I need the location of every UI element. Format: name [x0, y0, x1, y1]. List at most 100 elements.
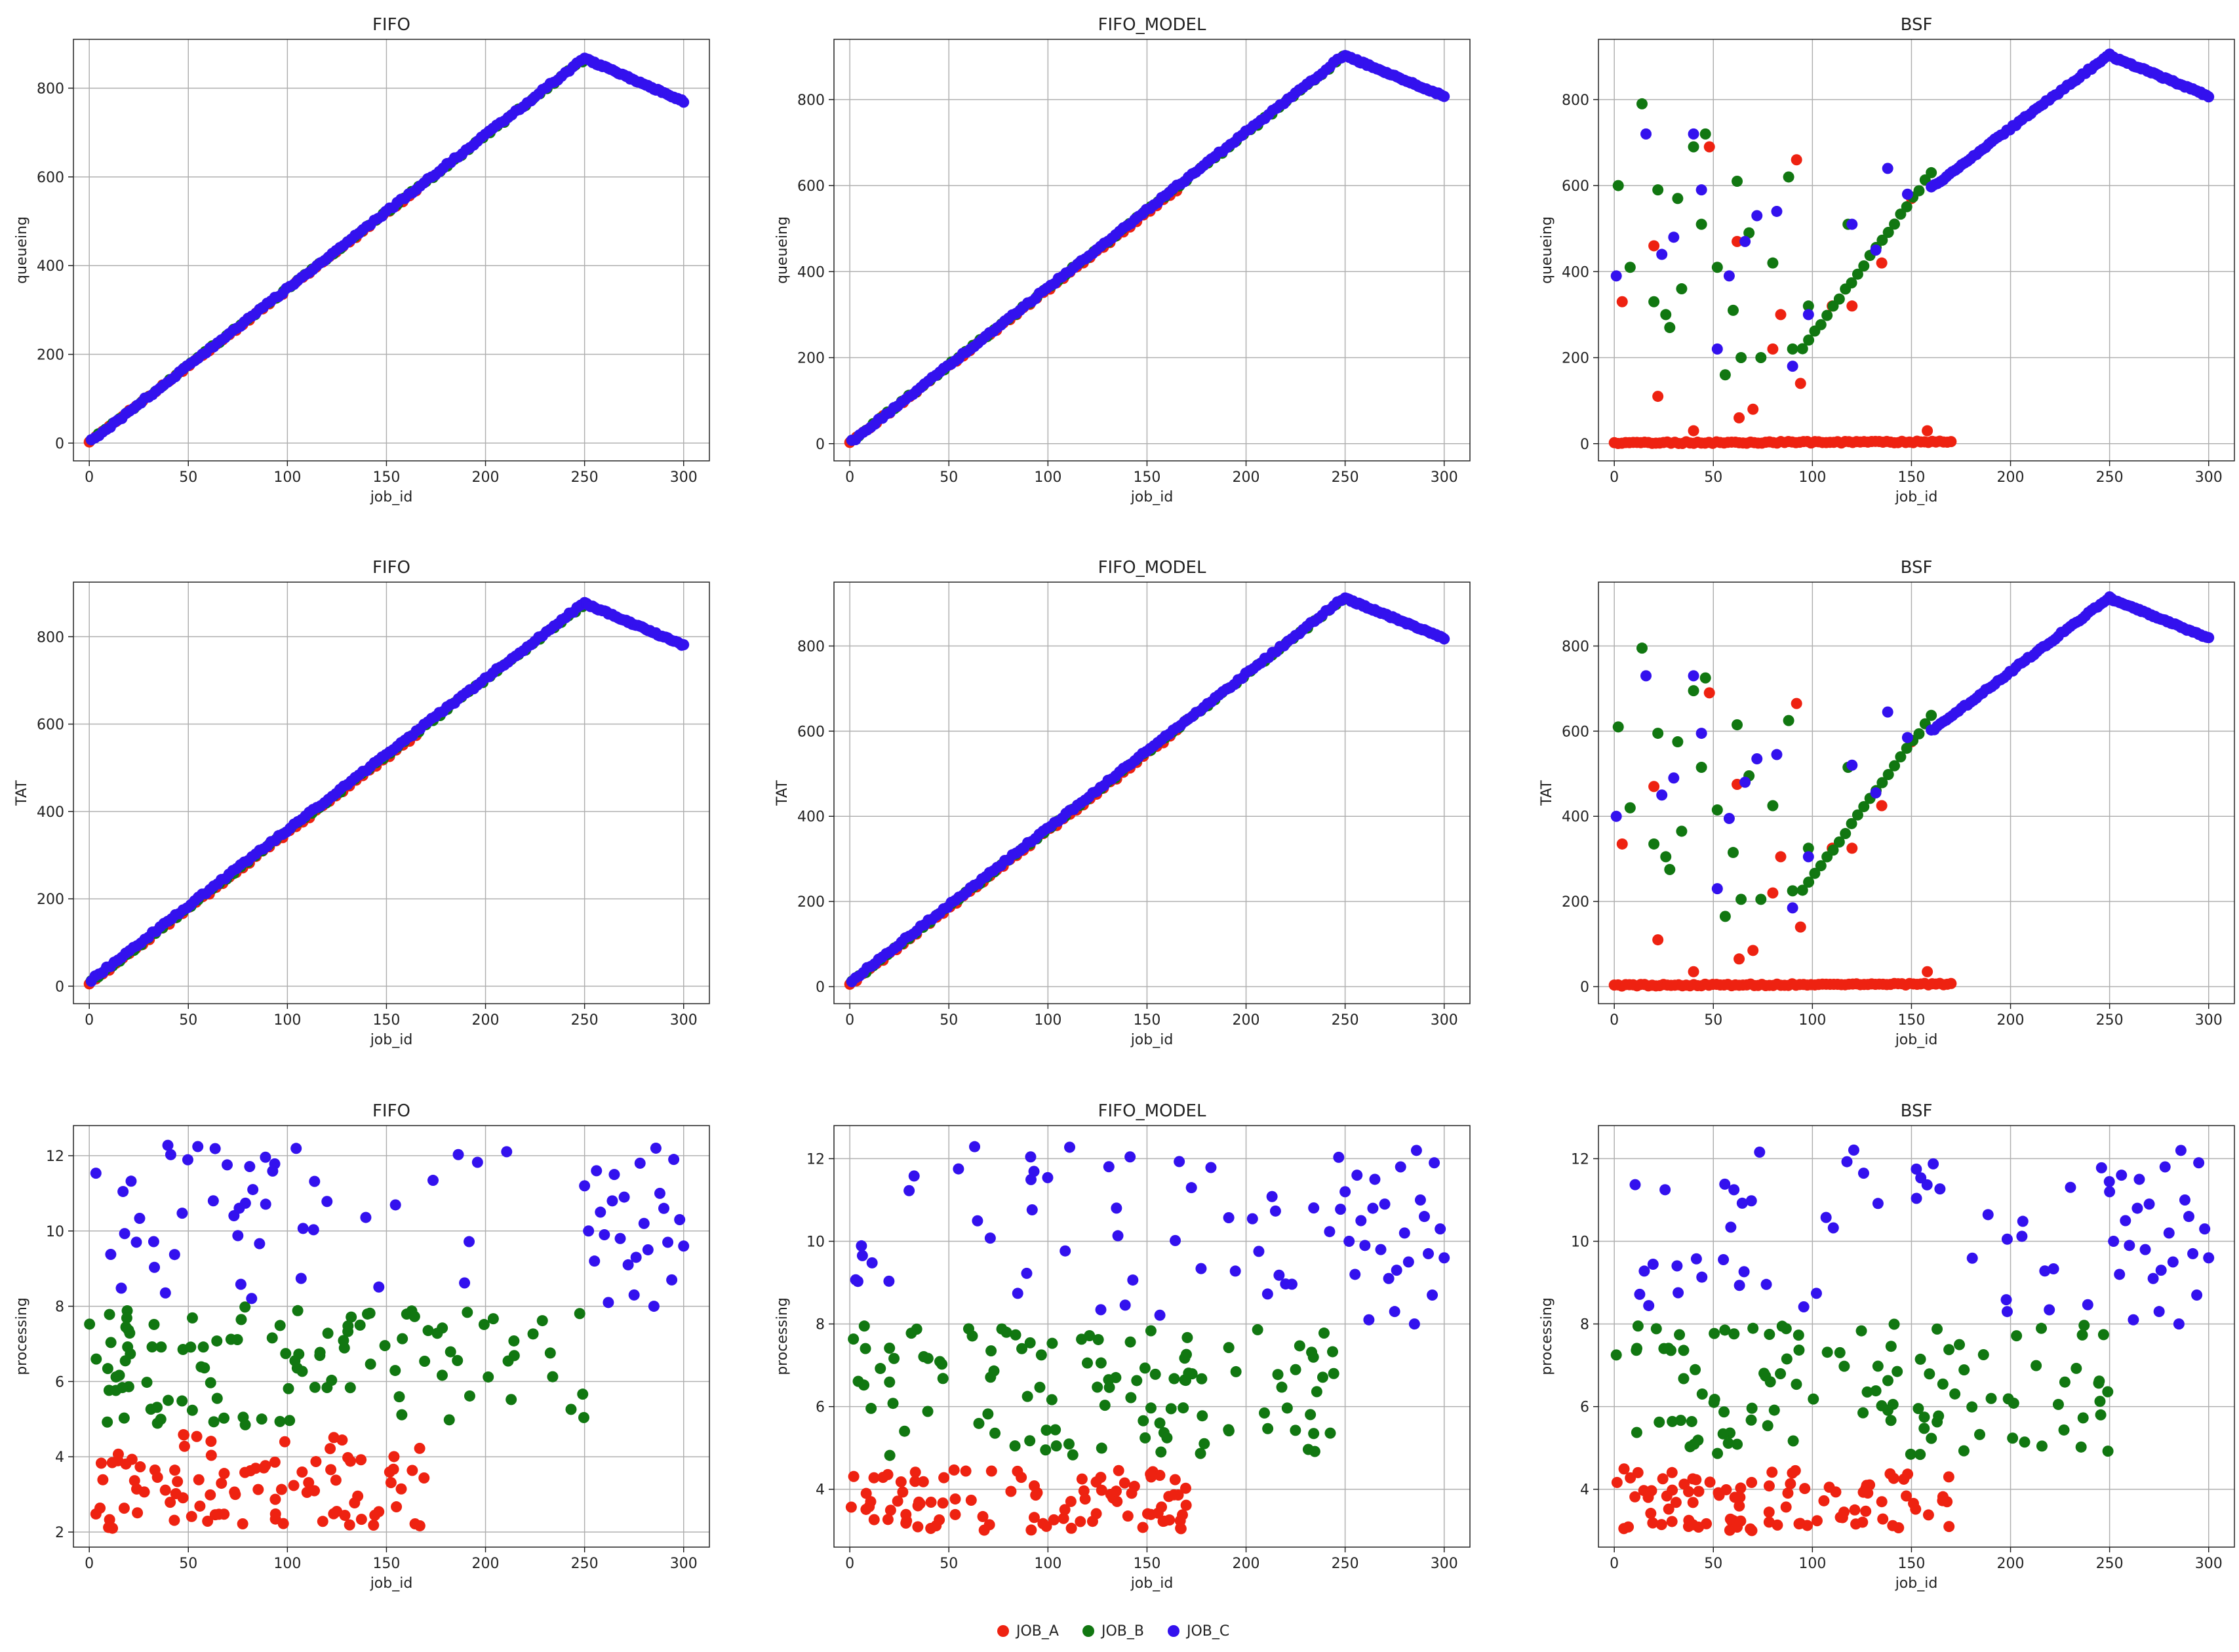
- point-job-b: [185, 1341, 197, 1353]
- point-job-a: [1175, 1523, 1187, 1535]
- point-job-c: [1170, 1234, 1181, 1246]
- point-job-b: [1165, 1403, 1177, 1415]
- point-job-a: [260, 1460, 271, 1472]
- x-tick-label: 200: [1997, 1556, 2025, 1572]
- point-job-a: [1096, 1484, 1107, 1496]
- point-job-b: [1711, 262, 1723, 273]
- x-axis-label: job_id: [370, 1032, 413, 1048]
- point-job-a: [1703, 141, 1715, 153]
- point-job-b: [1021, 1390, 1033, 1402]
- point-job-c: [1787, 361, 1798, 372]
- point-job-c: [2191, 1289, 2203, 1301]
- point-job-a: [948, 1464, 960, 1476]
- point-job-b: [1821, 1347, 1833, 1358]
- x-axis-label: job_id: [1130, 1032, 1174, 1048]
- point-job-a: [1732, 1522, 1743, 1533]
- y-tick-label: 400: [37, 804, 64, 821]
- point-job-b: [408, 1310, 420, 1322]
- x-tick-label: 100: [273, 1012, 301, 1029]
- point-job-a: [330, 1474, 342, 1486]
- point-job-c: [2108, 1236, 2120, 1248]
- y-tick-label: 8: [816, 1317, 825, 1333]
- axes-frame: [833, 1125, 1471, 1548]
- point-job-b: [314, 1350, 326, 1362]
- point-job-a: [925, 1497, 937, 1508]
- point-job-a: [1645, 1508, 1657, 1520]
- point-job-b: [1276, 1381, 1288, 1393]
- point-job-a: [1767, 343, 1779, 355]
- point-job-c: [1395, 1161, 1406, 1173]
- y-tick-label: 0: [55, 436, 64, 452]
- point-job-b: [1846, 277, 1857, 288]
- y-tick-label: 0: [816, 979, 825, 996]
- point-job-a: [1876, 800, 1888, 812]
- point-job-a: [205, 1449, 217, 1461]
- point-job-c: [1124, 1151, 1136, 1163]
- point-job-c: [309, 1175, 321, 1187]
- point-job-b: [84, 1318, 96, 1330]
- point-job-c: [1872, 1198, 1884, 1210]
- y-axis-label: TAT: [774, 780, 791, 806]
- point-job-b: [1747, 1322, 1759, 1334]
- point-job-c: [2001, 1306, 2013, 1318]
- point-job-c: [984, 1232, 996, 1244]
- legend-marker-job-b: [1082, 1625, 1094, 1637]
- point-job-b: [1783, 715, 1794, 726]
- point-job-b: [1876, 777, 1888, 789]
- point-job-c: [235, 1278, 247, 1290]
- point-job-a: [237, 1518, 248, 1530]
- point-job-c: [678, 639, 690, 650]
- point-job-b: [104, 1308, 115, 1320]
- chart-title: FIFO: [372, 15, 410, 35]
- point-job-b: [1675, 1415, 1687, 1426]
- point-job-b: [284, 1415, 296, 1426]
- point-job-c: [165, 1149, 176, 1160]
- point-job-c: [162, 1139, 174, 1151]
- point-job-b: [1650, 1323, 1662, 1335]
- point-job-b: [1802, 842, 1814, 854]
- point-job-c: [2159, 1161, 2171, 1173]
- point-job-c: [1111, 1202, 1122, 1214]
- point-job-b: [1624, 262, 1636, 273]
- point-job-a: [1625, 1472, 1636, 1484]
- point-job-a: [1648, 240, 1660, 252]
- point-job-a: [1079, 1493, 1091, 1505]
- point-job-c: [1335, 1204, 1347, 1215]
- x-tick-label: 100: [273, 469, 301, 486]
- point-job-a: [912, 1521, 924, 1533]
- point-job-b: [1895, 208, 1907, 220]
- point-job-b: [1678, 1373, 1690, 1385]
- point-job-c: [1771, 205, 1783, 217]
- point-job-c: [642, 1244, 654, 1255]
- point-job-c: [254, 1238, 266, 1249]
- point-job-a: [1747, 403, 1759, 415]
- point-job-b: [1846, 817, 1857, 829]
- point-job-a: [1766, 1466, 1778, 1478]
- point-job-a: [1648, 781, 1660, 793]
- x-tick-label: 100: [1798, 1556, 1826, 1572]
- point-job-a: [1030, 1489, 1042, 1501]
- point-job-a: [1666, 1466, 1678, 1478]
- point-job-a: [1732, 235, 1743, 247]
- point-job-c: [591, 1165, 603, 1177]
- point-job-c: [908, 1170, 920, 1182]
- point-job-b: [1317, 1371, 1328, 1383]
- point-job-b: [1328, 1367, 1339, 1379]
- x-axis-label: job_id: [1130, 489, 1174, 505]
- point-job-a: [269, 1456, 281, 1468]
- legend-label: JOB_B: [1100, 1623, 1144, 1640]
- x-tick-label: 50: [940, 1012, 958, 1029]
- chart-title: BSF: [1901, 558, 1933, 578]
- point-job-a: [1652, 391, 1664, 403]
- point-job-c: [501, 1146, 513, 1158]
- y-tick-label: 600: [37, 717, 64, 734]
- point-job-a: [186, 1510, 197, 1522]
- point-job-b: [338, 1335, 349, 1347]
- point-job-b: [1654, 1416, 1665, 1428]
- point-job-b: [274, 1415, 286, 1427]
- point-job-b: [1932, 1416, 1943, 1428]
- point-job-a: [1616, 838, 1628, 850]
- point-job-c: [1719, 1178, 1731, 1190]
- point-job-a: [977, 1510, 989, 1522]
- point-job-b: [1050, 1424, 1061, 1436]
